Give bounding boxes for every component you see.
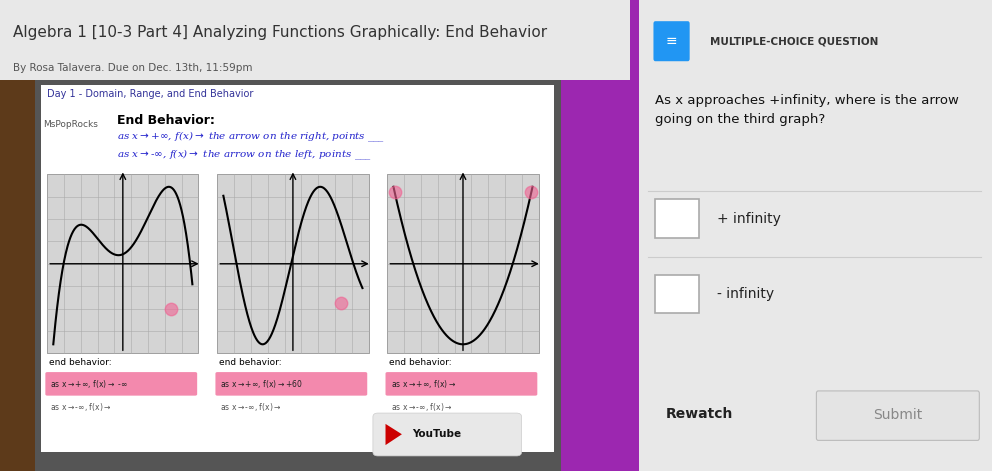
FancyBboxPatch shape [654,21,689,61]
Text: Rewatch: Rewatch [666,407,733,422]
FancyBboxPatch shape [215,372,367,396]
Text: End Behavior:: End Behavior: [116,114,214,127]
Text: as x$\rightarrow$+$\infty$, f(x)$\rightarrow$+60: as x$\rightarrow$+$\infty$, f(x)$\righta… [220,378,304,390]
FancyBboxPatch shape [656,275,698,313]
Text: ≡: ≡ [666,34,678,49]
Text: MULTIPLE-CHOICE QUESTION: MULTIPLE-CHOICE QUESTION [709,36,878,47]
Text: as x$\rightarrow$+$\infty$, f(x)$\rightarrow$ -$\infty$: as x$\rightarrow$+$\infty$, f(x)$\righta… [51,378,128,390]
Text: as x$\rightarrow$-$\infty$, f(x)$\rightarrow$ the arrow on the left, points ___: as x$\rightarrow$-$\infty$, f(x)$\righta… [116,147,371,162]
FancyBboxPatch shape [630,0,639,471]
FancyBboxPatch shape [41,85,555,452]
Text: As x approaches +infinity, where is the arrow
going on the third graph?: As x approaches +infinity, where is the … [656,94,959,126]
FancyBboxPatch shape [35,80,560,471]
Text: as x$\rightarrow$-$\infty$, f(x)$\rightarrow$: as x$\rightarrow$-$\infty$, f(x)$\righta… [51,401,112,414]
Polygon shape [386,424,402,445]
Text: YouTube: YouTube [413,429,461,439]
Text: + infinity: + infinity [717,211,781,226]
Text: as x$\rightarrow$-$\infty$, f(x)$\rightarrow$: as x$\rightarrow$-$\infty$, f(x)$\righta… [391,401,452,414]
FancyBboxPatch shape [656,199,698,238]
Text: Algebra 1 [10-3 Part 4] Analyzing Functions Graphically: End Behavior: Algebra 1 [10-3 Part 4] Analyzing Functi… [13,25,547,41]
Text: as x$\rightarrow$-$\infty$, f(x)$\rightarrow$: as x$\rightarrow$-$\infty$, f(x)$\righta… [220,401,282,414]
Text: as x$\rightarrow$+$\infty$, f(x)$\rightarrow$: as x$\rightarrow$+$\infty$, f(x)$\righta… [391,378,455,390]
FancyBboxPatch shape [46,372,197,396]
Text: as x$\rightarrow$+$\infty$, f(x)$\rightarrow$ the arrow on the right, points ___: as x$\rightarrow$+$\infty$, f(x)$\righta… [116,130,385,144]
FancyBboxPatch shape [816,391,979,440]
Text: end behavior:: end behavior: [219,358,282,367]
FancyBboxPatch shape [560,80,630,471]
FancyBboxPatch shape [373,413,522,456]
FancyBboxPatch shape [217,174,368,353]
Text: MsPopRocks: MsPopRocks [43,120,97,130]
Text: Submit: Submit [873,408,923,422]
FancyBboxPatch shape [0,80,35,471]
Text: By Rosa Talavera. Due on Dec. 13th, 11:59pm: By Rosa Talavera. Due on Dec. 13th, 11:5… [13,63,252,73]
Text: - infinity: - infinity [717,287,774,301]
Text: Day 1 - Domain, Range, and End Behavior: Day 1 - Domain, Range, and End Behavior [48,89,254,99]
FancyBboxPatch shape [48,174,198,353]
Text: end behavior:: end behavior: [389,358,452,367]
Text: end behavior:: end behavior: [50,358,112,367]
FancyBboxPatch shape [388,174,539,353]
FancyBboxPatch shape [386,372,538,396]
